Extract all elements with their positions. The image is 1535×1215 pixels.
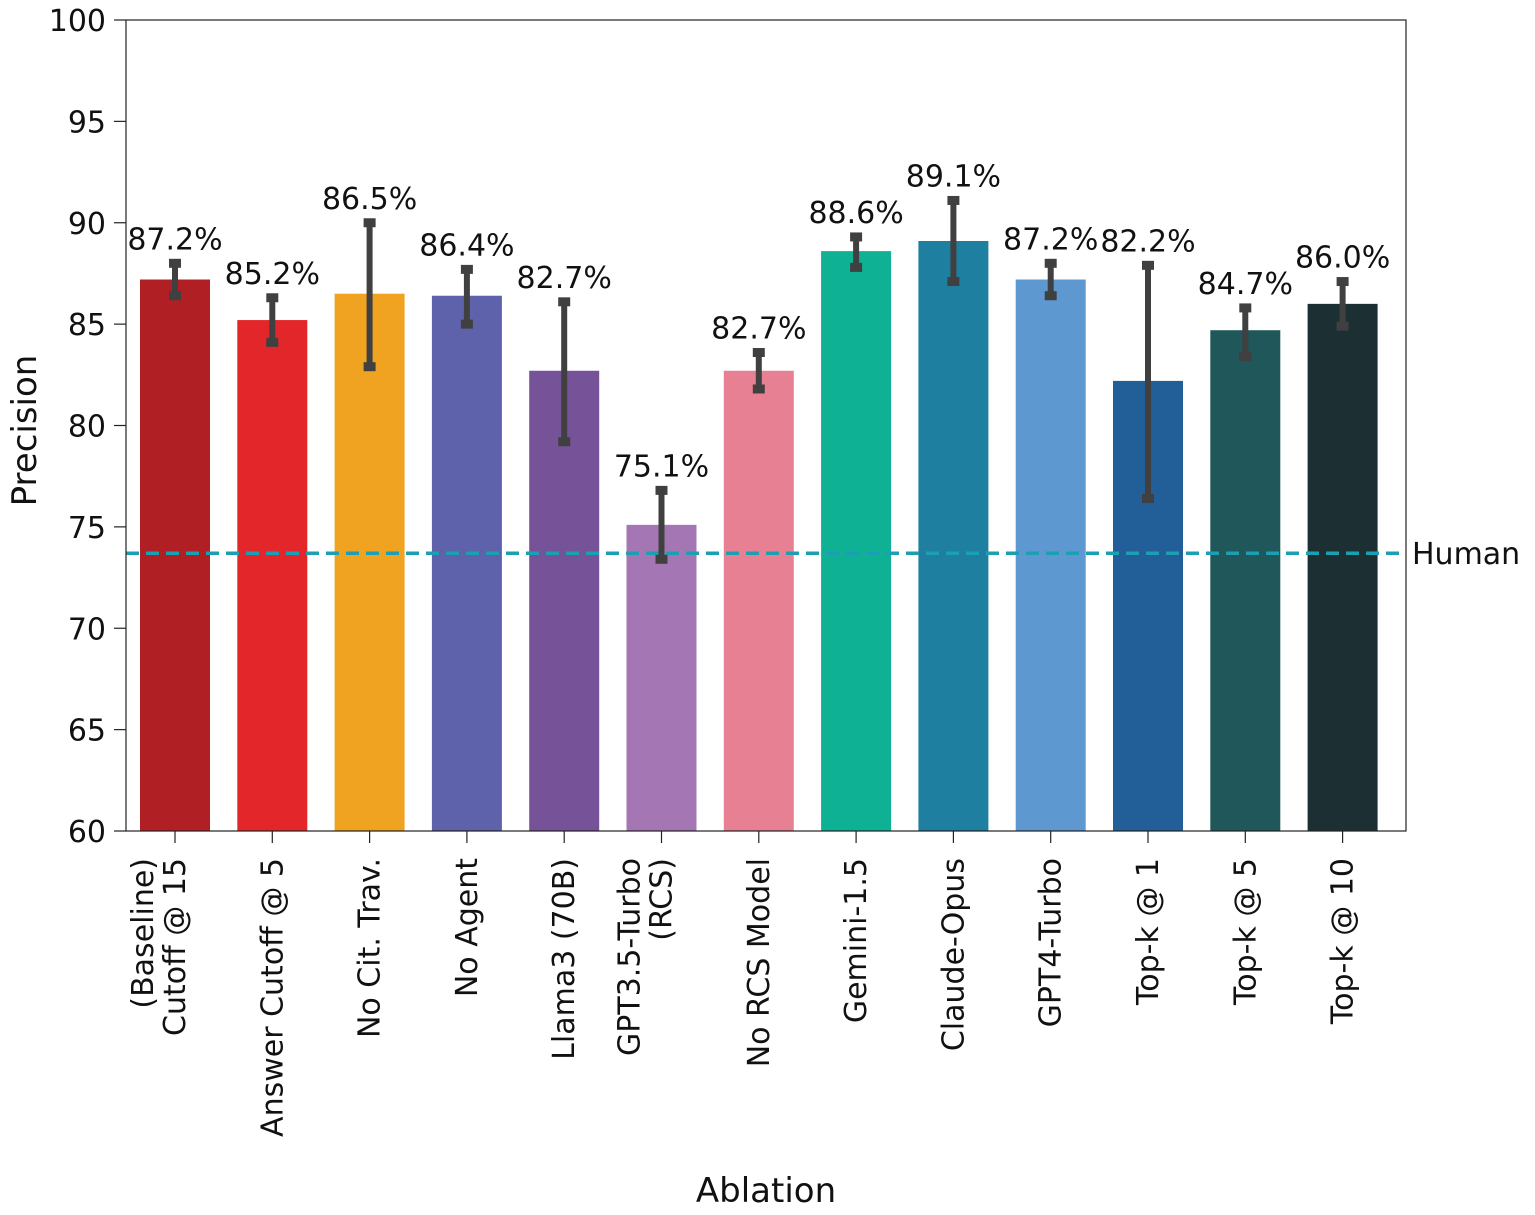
reference-line-label: Human (1412, 537, 1520, 572)
x-tick-label-line: Gemini-1.5 (839, 858, 874, 1023)
x-tick-label-line: No Cit. Trav. (353, 858, 388, 1038)
x-tick-label: Top-k @ 1 (1131, 858, 1166, 1006)
bar (1210, 330, 1281, 831)
data-label: 85.2% (225, 257, 320, 292)
data-label: 89.1% (906, 159, 1001, 194)
bar (334, 293, 405, 831)
x-tick-label: No RCS Model (742, 858, 777, 1067)
x-tick-label-line: Top-k @ 1 (1131, 858, 1166, 1006)
x-axis-title: Ablation (696, 1171, 836, 1211)
y-axis-title: Precision (5, 355, 45, 507)
data-label: 75.1% (614, 449, 709, 484)
x-tick-label: No Cit. Trav. (353, 858, 388, 1038)
bar (431, 295, 502, 831)
bar (626, 524, 697, 831)
bar (140, 279, 210, 831)
data-label: 87.2% (1003, 222, 1098, 257)
x-tick-label-line: Llama3 (70B) (547, 858, 582, 1060)
x-tick-label-line: Answer Cutoff @ 5 (255, 858, 290, 1137)
data-label: 84.7% (1198, 267, 1293, 302)
x-tick-label: GPT4-Turbo (1034, 858, 1069, 1027)
data-label: 82.2% (1100, 224, 1195, 259)
bar (529, 370, 600, 831)
bar (918, 240, 989, 831)
data-label: 86.0% (1295, 241, 1390, 276)
data-label: 82.7% (517, 261, 612, 296)
x-tick-label: Top-k @ 5 (1228, 858, 1263, 1006)
x-tick-label: Top-k @ 10 (1326, 858, 1361, 1025)
x-tick-label: GPT3.5-Turbo(RCS) (613, 858, 680, 1056)
reference-line-group: Human (126, 537, 1520, 572)
x-tick-label-line: GPT4-Turbo (1034, 858, 1069, 1027)
data-label: 87.2% (127, 222, 222, 257)
axes: 60 65 70 75 80 85 90 95 100 (Baseline)Cutoff @ 15… (49, 4, 1407, 1137)
x-tick-label: (Baseline)Cutoff @ 15 (126, 858, 193, 1036)
x-tick-label-line: Top-k @ 5 (1228, 858, 1263, 1006)
x-tick-label-line: No RCS Model (742, 858, 777, 1067)
bar (821, 251, 892, 831)
y-tick-label: 80 (68, 410, 106, 445)
y-tick-label: 65 (68, 714, 106, 749)
bar (1307, 303, 1378, 832)
y-tick-label: 75 (68, 511, 106, 546)
data-label: 86.5% (322, 182, 417, 217)
x-tick-label-line: (RCS) (645, 858, 680, 941)
x-tick-label: Claude-Opus (936, 858, 971, 1051)
y-tick-label: 60 (68, 815, 106, 850)
y-tick-label: 100 (49, 4, 106, 39)
bar (723, 370, 794, 831)
x-tick-label: Gemini-1.5 (839, 858, 874, 1023)
y-tick-label: 95 (68, 105, 106, 140)
bars (140, 240, 1378, 832)
x-tick-label-line: Top-k @ 10 (1326, 858, 1361, 1025)
data-label: 86.4% (419, 228, 514, 263)
error-bars (169, 195, 1349, 564)
y-tick-label: 85 (68, 308, 106, 343)
bar (1015, 279, 1086, 831)
data-label: 82.7% (711, 312, 806, 347)
x-tick-label-line: GPT3.5-Turbo (613, 858, 648, 1056)
data-labels: 87.2%85.2%86.5%86.4%82.7%75.1%82.7%88.6%… (127, 159, 1390, 484)
x-tick-label: Llama3 (70B) (547, 858, 582, 1060)
x-tick-label: No Agent (450, 858, 485, 997)
x-tick-label-line: Cutoff @ 15 (158, 858, 193, 1036)
x-tick-label-line: Claude-Opus (936, 858, 971, 1051)
y-tick-label: 90 (68, 207, 106, 242)
x-tick-label-line: No Agent (450, 858, 485, 997)
data-label: 88.6% (808, 196, 903, 231)
y-tick-label: 70 (68, 612, 106, 647)
bar (237, 320, 308, 831)
x-tick-label-line: (Baseline) (126, 858, 161, 1009)
x-tick-label: Answer Cutoff @ 5 (255, 858, 290, 1137)
